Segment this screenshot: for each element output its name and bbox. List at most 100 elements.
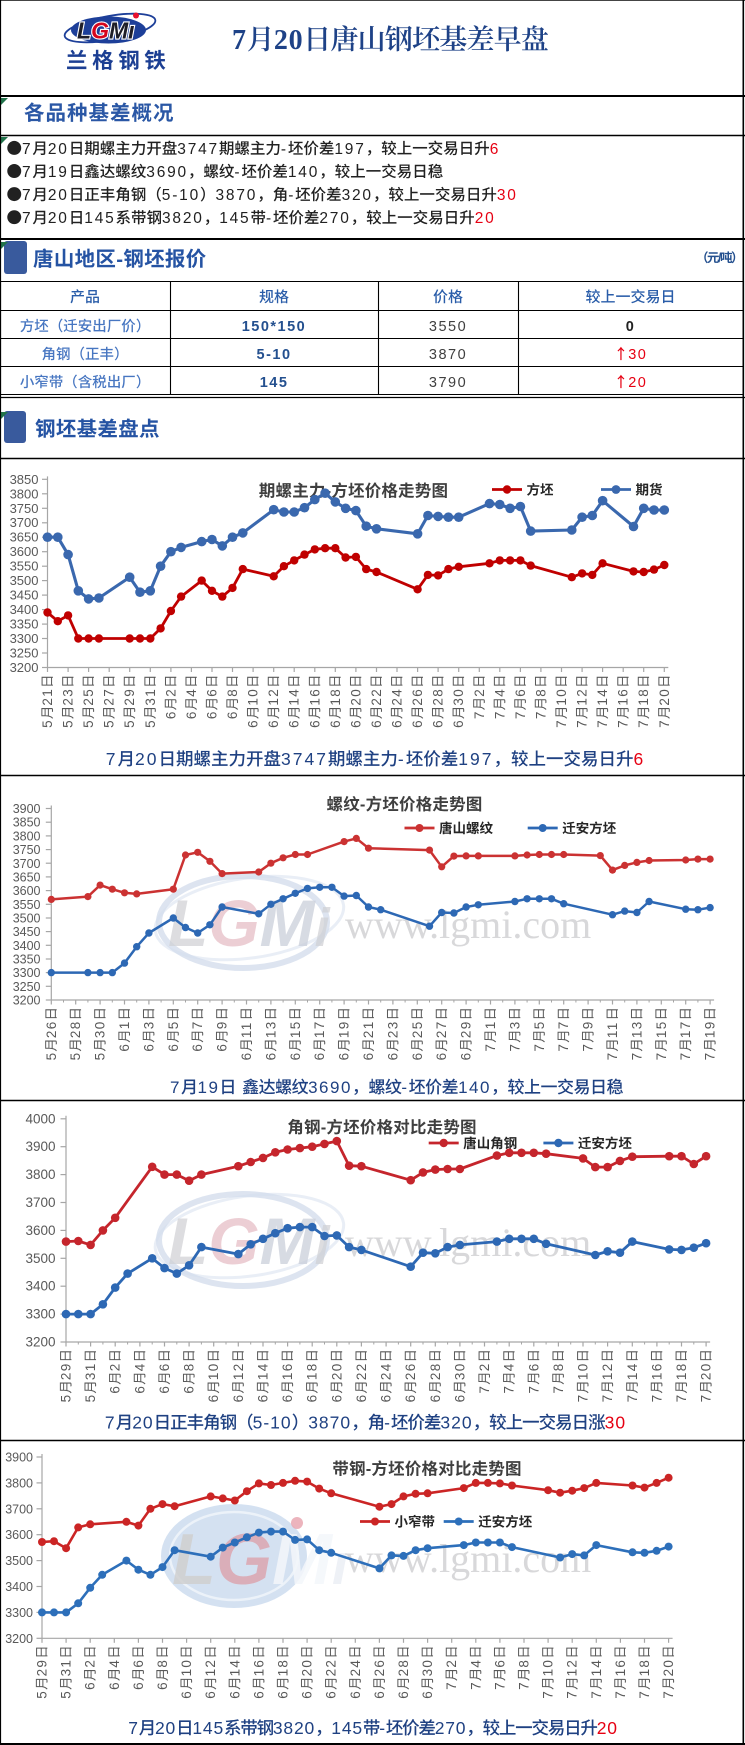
svg-text:LGMi: LGMi bbox=[168, 1204, 331, 1278]
svg-text:16: 16 bbox=[251, 1659, 266, 1677]
svg-text:10: 10 bbox=[541, 1659, 556, 1677]
svg-text:5: 5 bbox=[81, 719, 96, 728]
svg-text:14: 14 bbox=[589, 1659, 604, 1677]
svg-text:3850: 3850 bbox=[13, 816, 41, 830]
svg-text:6: 6 bbox=[348, 1690, 363, 1699]
svg-text:6: 6 bbox=[227, 1690, 242, 1699]
svg-text:20: 20 bbox=[48, 187, 69, 204]
svg-text:6: 6 bbox=[329, 1394, 344, 1403]
svg-text:30: 30 bbox=[451, 688, 466, 706]
svg-text:6: 6 bbox=[324, 1690, 339, 1699]
svg-text:28: 28 bbox=[68, 1020, 83, 1038]
svg-text:22: 22 bbox=[369, 688, 384, 706]
svg-text:18: 18 bbox=[674, 1362, 689, 1380]
svg-text:20: 20 bbox=[628, 375, 647, 391]
svg-text:2: 2 bbox=[477, 1362, 492, 1371]
svg-text:6: 6 bbox=[225, 710, 240, 719]
svg-text:1: 1 bbox=[117, 1020, 132, 1029]
svg-text:6: 6 bbox=[396, 1690, 411, 1699]
svg-text:5-10: 5-10 bbox=[162, 187, 200, 204]
svg-text:3300: 3300 bbox=[13, 966, 41, 980]
svg-text:7: 7 bbox=[616, 719, 631, 728]
svg-text:3500: 3500 bbox=[25, 1251, 55, 1266]
svg-text:6: 6 bbox=[157, 1362, 172, 1371]
svg-text:6: 6 bbox=[184, 710, 199, 719]
svg-text:3747: 3747 bbox=[281, 749, 328, 769]
svg-text:3790: 3790 bbox=[429, 375, 467, 391]
svg-text:20: 20 bbox=[132, 1413, 153, 1433]
svg-text:5: 5 bbox=[59, 1394, 74, 1403]
svg-text:30: 30 bbox=[628, 347, 647, 363]
svg-text:20: 20 bbox=[597, 1718, 618, 1738]
svg-text:7: 7 bbox=[637, 1690, 652, 1699]
svg-text:3600: 3600 bbox=[13, 884, 41, 898]
svg-text:13: 13 bbox=[629, 1020, 644, 1038]
svg-text:7: 7 bbox=[699, 1394, 714, 1403]
svg-text:-: - bbox=[234, 164, 241, 181]
svg-text:7: 7 bbox=[551, 1385, 566, 1394]
svg-text:4: 4 bbox=[184, 688, 199, 697]
svg-text:28: 28 bbox=[396, 1659, 411, 1677]
svg-text:4: 4 bbox=[502, 1362, 517, 1371]
svg-text:6: 6 bbox=[107, 1681, 122, 1690]
svg-text:197: 197 bbox=[458, 749, 493, 769]
svg-text:4: 4 bbox=[468, 1659, 483, 1668]
svg-text:5: 5 bbox=[93, 1052, 108, 1061]
svg-text:30: 30 bbox=[420, 1659, 435, 1677]
svg-text:6: 6 bbox=[190, 1043, 205, 1052]
svg-text:20: 20 bbox=[135, 749, 158, 769]
svg-text:6: 6 bbox=[459, 1052, 474, 1061]
svg-text:-: - bbox=[384, 1413, 391, 1433]
svg-text:7: 7 bbox=[483, 1043, 498, 1052]
svg-text:26: 26 bbox=[372, 1659, 387, 1677]
svg-text:6: 6 bbox=[276, 1690, 291, 1699]
svg-text:20: 20 bbox=[274, 25, 303, 56]
svg-text:6: 6 bbox=[246, 719, 261, 728]
svg-text:www.lgmi.com: www.lgmi.com bbox=[345, 1536, 591, 1581]
svg-text:3600: 3600 bbox=[5, 1528, 33, 1542]
svg-text:3600: 3600 bbox=[10, 544, 39, 559]
svg-text:-: - bbox=[266, 210, 273, 227]
svg-text:145: 145 bbox=[192, 1718, 224, 1738]
svg-text:3600: 3600 bbox=[25, 1223, 55, 1238]
svg-text:150*150: 150*150 bbox=[242, 319, 307, 335]
svg-text:6: 6 bbox=[266, 719, 281, 728]
svg-text:7: 7 bbox=[444, 1681, 459, 1690]
svg-text:3400: 3400 bbox=[25, 1279, 55, 1294]
svg-text:3500: 3500 bbox=[5, 1554, 33, 1568]
svg-text:5: 5 bbox=[83, 1394, 98, 1403]
svg-text:7: 7 bbox=[232, 25, 247, 56]
svg-text:6: 6 bbox=[410, 719, 425, 728]
svg-text:16: 16 bbox=[613, 1659, 628, 1677]
svg-text:8: 8 bbox=[517, 1659, 532, 1668]
svg-text:3820: 3820 bbox=[162, 210, 204, 227]
svg-text:10: 10 bbox=[576, 1362, 591, 1380]
svg-text:7: 7 bbox=[106, 749, 118, 769]
svg-text:-: - bbox=[401, 1078, 408, 1097]
svg-text:3200: 3200 bbox=[13, 994, 41, 1008]
svg-text:5: 5 bbox=[44, 1052, 59, 1061]
svg-text:270: 270 bbox=[319, 210, 350, 227]
svg-text:7: 7 bbox=[190, 1020, 205, 1029]
svg-text:20: 20 bbox=[329, 1362, 344, 1380]
svg-text:18: 18 bbox=[637, 1659, 652, 1677]
svg-text:5: 5 bbox=[166, 1020, 181, 1029]
svg-text:13: 13 bbox=[263, 1020, 278, 1038]
svg-text:8: 8 bbox=[182, 1362, 197, 1371]
svg-text:6: 6 bbox=[490, 141, 500, 158]
svg-text:7: 7 bbox=[576, 1394, 591, 1403]
svg-text:5: 5 bbox=[61, 719, 76, 728]
svg-text:4000: 4000 bbox=[25, 1111, 55, 1126]
svg-text:6: 6 bbox=[131, 1659, 146, 1668]
svg-text:24: 24 bbox=[379, 1362, 394, 1380]
svg-text:12: 12 bbox=[231, 1362, 246, 1380]
svg-text:7: 7 bbox=[554, 719, 569, 728]
svg-text:6: 6 bbox=[155, 1681, 170, 1690]
svg-text:24: 24 bbox=[390, 688, 405, 706]
svg-text:320: 320 bbox=[440, 1413, 472, 1433]
svg-text:14: 14 bbox=[625, 1362, 640, 1380]
svg-text:3400: 3400 bbox=[5, 1580, 33, 1594]
svg-text:6: 6 bbox=[182, 1385, 197, 1394]
svg-text:20: 20 bbox=[699, 1362, 714, 1380]
svg-text:18: 18 bbox=[328, 688, 343, 706]
